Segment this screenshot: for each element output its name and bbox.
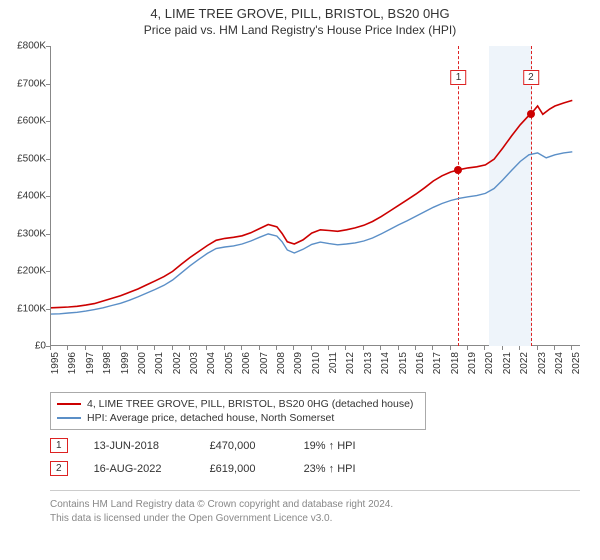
sale-pct: 19% ↑ HPI xyxy=(304,440,356,452)
legend: 4, LIME TREE GROVE, PILL, BRISTOL, BS20 … xyxy=(50,392,426,430)
y-tick-label: £200K xyxy=(2,266,46,277)
y-tick-label: £300K xyxy=(2,228,46,239)
vline-badge: 2 xyxy=(523,70,539,85)
x-tick-label: 2025 xyxy=(571,352,582,374)
x-tick-label: 2002 xyxy=(172,352,183,374)
series-svg xyxy=(51,46,581,346)
y-tick-label: £400K xyxy=(2,191,46,202)
legend-label: 4, LIME TREE GROVE, PILL, BRISTOL, BS20 … xyxy=(87,398,413,410)
sale-pct: 23% ↑ HPI xyxy=(304,463,356,475)
vline-badge: 1 xyxy=(451,70,467,85)
x-tick-label: 2019 xyxy=(467,352,478,374)
x-tick-label: 2023 xyxy=(537,352,548,374)
x-tick-label: 2011 xyxy=(328,352,339,374)
sales-table: 1 13-JUN-2018 £470,000 19% ↑ HPI 2 16-AUG-202… xyxy=(50,434,356,480)
chart-title: 4, LIME TREE GROVE, PILL, BRISTOL, BS20 … xyxy=(0,0,600,21)
x-tick-label: 2022 xyxy=(519,352,530,374)
x-tick-label: 2003 xyxy=(189,352,200,374)
sale-date: 16-AUG-2022 xyxy=(94,463,184,475)
x-tick-label: 1999 xyxy=(120,352,131,374)
sale-date: 13-JUN-2018 xyxy=(94,440,184,452)
divider xyxy=(50,490,580,491)
x-tick-label: 1998 xyxy=(102,352,113,374)
x-tick-label: 2009 xyxy=(293,352,304,374)
legend-row: 4, LIME TREE GROVE, PILL, BRISTOL, BS20 … xyxy=(57,397,419,411)
sale-badge: 2 xyxy=(50,461,68,476)
sale-row: 2 16-AUG-2022 £619,000 23% ↑ HPI xyxy=(50,457,356,480)
x-tick-label: 2013 xyxy=(363,352,374,374)
y-tick-label: £0 xyxy=(2,341,46,352)
x-tick-label: 2014 xyxy=(380,352,391,374)
x-tick-label: 2007 xyxy=(259,352,270,374)
chart-area: 12 £0£100K£200K£300K£400K£500K£600K£700K… xyxy=(50,46,580,386)
legend-swatch xyxy=(57,403,81,405)
legend-row: HPI: Average price, detached house, Nort… xyxy=(57,411,419,425)
plot-area: 12 xyxy=(50,46,580,346)
x-tick-label: 2004 xyxy=(206,352,217,374)
footnote-line: Contains HM Land Registry data © Crown c… xyxy=(50,498,393,512)
y-tick-label: £800K xyxy=(2,41,46,52)
footnotes: Contains HM Land Registry data © Crown c… xyxy=(50,498,393,525)
x-tick-label: 1996 xyxy=(67,352,78,374)
legend-label: HPI: Average price, detached house, Nort… xyxy=(87,412,334,424)
x-tick-label: 2021 xyxy=(502,352,513,374)
sale-price: £470,000 xyxy=(210,440,278,452)
x-tick-label: 2020 xyxy=(484,352,495,374)
chart-container: 4, LIME TREE GROVE, PILL, BRISTOL, BS20 … xyxy=(0,0,600,560)
x-tick-label: 2005 xyxy=(224,352,235,374)
sale-row: 1 13-JUN-2018 £470,000 19% ↑ HPI xyxy=(50,434,356,457)
x-tick-label: 2024 xyxy=(554,352,565,374)
x-tick-label: 2006 xyxy=(241,352,252,374)
legend-swatch xyxy=(57,417,81,419)
y-tick-label: £100K xyxy=(2,303,46,314)
x-tick-label: 2008 xyxy=(276,352,287,374)
y-tick-label: £700K xyxy=(2,78,46,89)
sale-badge: 1 xyxy=(50,438,68,453)
y-tick-label: £600K xyxy=(2,116,46,127)
x-tick-label: 2000 xyxy=(137,352,148,374)
x-tick-label: 2017 xyxy=(432,352,443,374)
x-tick-label: 1995 xyxy=(50,352,61,374)
x-tick-label: 2015 xyxy=(398,352,409,374)
y-tick-label: £500K xyxy=(2,153,46,164)
series-property xyxy=(51,100,572,307)
x-tick-label: 2018 xyxy=(450,352,461,374)
x-tick-label: 2001 xyxy=(154,352,165,374)
sale-price: £619,000 xyxy=(210,463,278,475)
footnote-line: This data is licensed under the Open Gov… xyxy=(50,512,393,526)
chart-subtitle: Price paid vs. HM Land Registry's House … xyxy=(0,21,600,37)
x-tick-label: 2012 xyxy=(345,352,356,374)
x-tick-label: 2010 xyxy=(311,352,322,374)
sale-marker xyxy=(454,166,462,174)
x-tick-label: 2016 xyxy=(415,352,426,374)
x-tick-label: 1997 xyxy=(85,352,96,374)
sale-marker xyxy=(527,110,535,118)
